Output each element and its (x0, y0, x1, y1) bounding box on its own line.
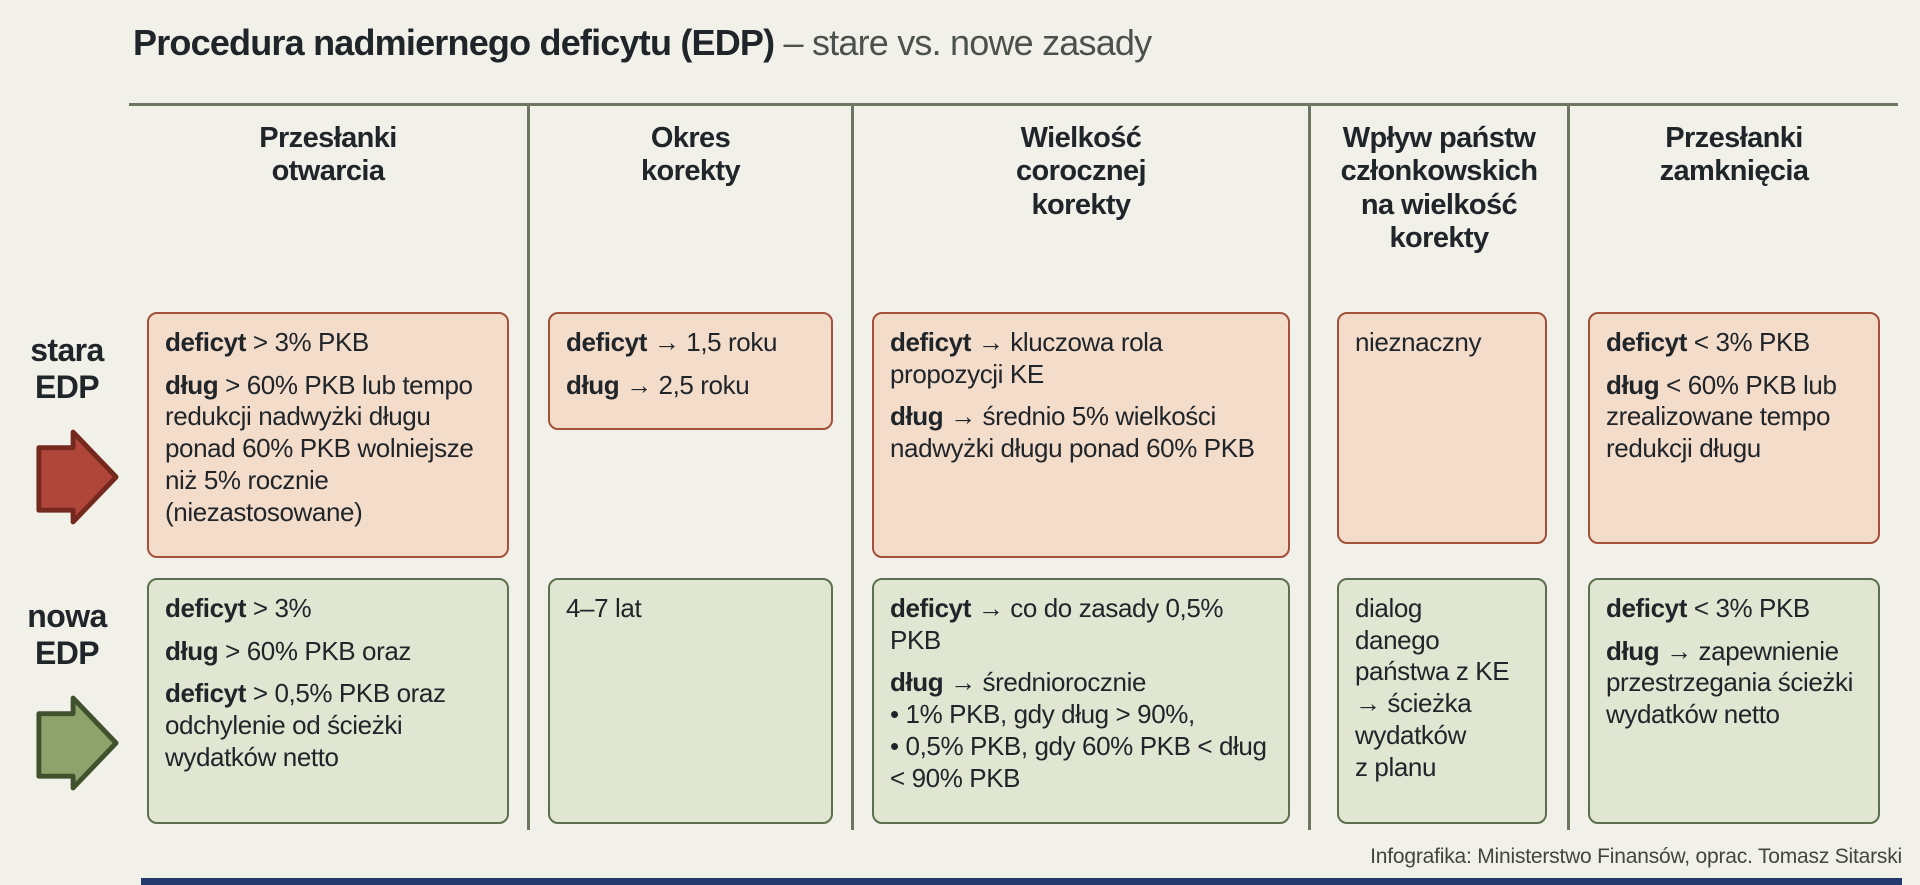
column-header-przeslanki-zamkniecia: Przesłanki zamknięcia (1659, 122, 1809, 188)
row-label-stara-edp: stara EDP (30, 332, 104, 406)
cell-old-przeslanki-otwarcia: deficyt > 3% PKB dług > 60% PKB lub tempo… (147, 312, 509, 558)
column-header-przeslanki-otwarcia: Przesłanki otwarcia (259, 122, 397, 188)
cell-slot: 4–7 lat (530, 578, 851, 830)
cell-old-przeslanki-zamkniecia: deficyt < 3% PKB dług < 60% PKB lub zreal… (1588, 312, 1880, 544)
cell-new-przeslanki-otwarcia: deficyt > 3% dług > 60% PKB oraz deficyt >… (147, 578, 509, 824)
old-edp-arrow-icon (36, 429, 119, 525)
column-header-wplyw-panstw: Wpływ państw członkowskich na wielkość kore… (1340, 122, 1538, 255)
column-wplyw-panstw: Wpływ państw członkowskich na wielkość kore… (1308, 106, 1567, 830)
cell-slot: deficyt < 3% PKB dług → zapewnienie przes… (1570, 578, 1898, 830)
cell-slot: deficyt → 1,5 roku dług → 2,5 roku (530, 312, 851, 578)
page-title: Procedura nadmiernego deficytu (EDP) – s… (133, 22, 1153, 64)
column-wielkosc-korekty: Wielkość corocznej korekty deficyt → klucz… (851, 106, 1308, 830)
cell-old-okres-korekty: deficyt → 1,5 roku dług → 2,5 roku (548, 312, 833, 430)
cell-slot: deficyt → kluczowa rola propozycji KE dłu… (854, 312, 1308, 578)
column-okres-korekty: Okres korekty deficyt → 1,5 roku dług → 2,… (527, 106, 851, 830)
title-main: Procedura nadmiernego deficytu (EDP) (133, 22, 775, 63)
column-header-okres-korekty: Okres korekty (641, 122, 741, 188)
cell-slot: deficyt → co do zasady 0,5% PKB dług → śr… (854, 578, 1308, 830)
column-header-wielkosc-korekty: Wielkość corocznej korekty (1016, 122, 1147, 221)
new-edp-arrow-icon (36, 695, 119, 791)
cell-new-okres-korekty: 4–7 lat (548, 578, 833, 824)
cell-slot: deficyt > 3% dług > 60% PKB oraz deficyt >… (129, 578, 527, 830)
bottom-accent-bar (141, 878, 1902, 885)
title-subtitle: – stare vs. nowe zasady (783, 22, 1153, 63)
cell-slot: nieznaczny (1311, 312, 1567, 578)
row-label-nowa-edp: nowa EDP (27, 598, 107, 672)
cell-new-wplyw-panstw: dialog danego państwa z KE → ścieżka wyd… (1337, 578, 1547, 824)
cell-old-wielkosc-korekty: deficyt → kluczowa rola propozycji KE dłu… (872, 312, 1290, 558)
column-przeslanki-otwarcia: Przesłanki otwarcia deficyt > 3% PKB dług … (129, 106, 527, 830)
cell-new-przeslanki-zamkniecia: deficyt < 3% PKB dług → zapewnienie przes… (1588, 578, 1880, 824)
cell-new-wielkosc-korekty: deficyt → co do zasady 0,5% PKB dług → śr… (872, 578, 1290, 824)
column-przeslanki-zamkniecia: Przesłanki zamknięcia deficyt < 3% PKB dłu… (1567, 106, 1898, 830)
comparison-table: Przesłanki otwarcia deficyt > 3% PKB dług … (129, 103, 1898, 830)
cell-slot: deficyt > 3% PKB dług > 60% PKB lub tempo… (129, 312, 527, 578)
cell-old-wplyw-panstw: nieznaczny (1337, 312, 1547, 544)
credit-line: Infografika: Ministerstwo Finansów, opra… (1370, 845, 1902, 868)
cell-slot: dialog danego państwa z KE → ścieżka wyd… (1311, 578, 1567, 830)
cell-slot: deficyt < 3% PKB dług < 60% PKB lub zreal… (1570, 312, 1898, 578)
